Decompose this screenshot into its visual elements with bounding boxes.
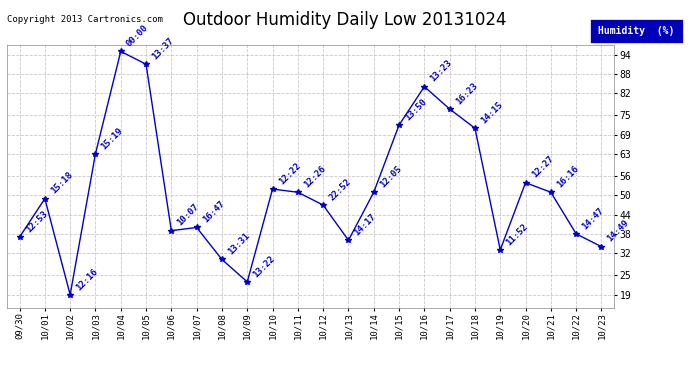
- Text: 14:49: 14:49: [606, 219, 631, 244]
- Text: Copyright 2013 Cartronics.com: Copyright 2013 Cartronics.com: [7, 15, 163, 24]
- Text: 16:16: 16:16: [555, 164, 580, 189]
- Text: 11:52: 11:52: [504, 222, 530, 247]
- Text: 12:05: 12:05: [378, 164, 403, 189]
- Text: 12:27: 12:27: [530, 154, 555, 180]
- Text: 14:17: 14:17: [353, 212, 378, 237]
- Text: 15:19: 15:19: [99, 126, 125, 151]
- Text: Outdoor Humidity Daily Low 20131024: Outdoor Humidity Daily Low 20131024: [184, 11, 506, 29]
- Text: 10:07: 10:07: [175, 202, 201, 228]
- Text: 13:37: 13:37: [150, 36, 175, 62]
- Text: 12:26: 12:26: [302, 164, 327, 189]
- Text: 13:31: 13:31: [226, 231, 251, 257]
- Text: 12:16: 12:16: [75, 267, 99, 292]
- Text: 15:18: 15:18: [49, 171, 75, 196]
- Text: 16:23: 16:23: [454, 81, 479, 106]
- Text: 13:23: 13:23: [428, 58, 454, 84]
- Text: 14:15: 14:15: [479, 100, 504, 126]
- Text: 12:22: 12:22: [277, 161, 302, 186]
- Text: Humidity  (%): Humidity (%): [598, 26, 675, 36]
- Text: 13:50: 13:50: [403, 97, 428, 122]
- Text: 16:47: 16:47: [201, 200, 226, 225]
- Text: 00:00: 00:00: [125, 23, 150, 49]
- Text: 14:47: 14:47: [580, 206, 606, 231]
- Text: 12:53: 12:53: [23, 209, 49, 234]
- Text: 22:52: 22:52: [327, 177, 353, 202]
- Text: 13:22: 13:22: [251, 254, 277, 279]
